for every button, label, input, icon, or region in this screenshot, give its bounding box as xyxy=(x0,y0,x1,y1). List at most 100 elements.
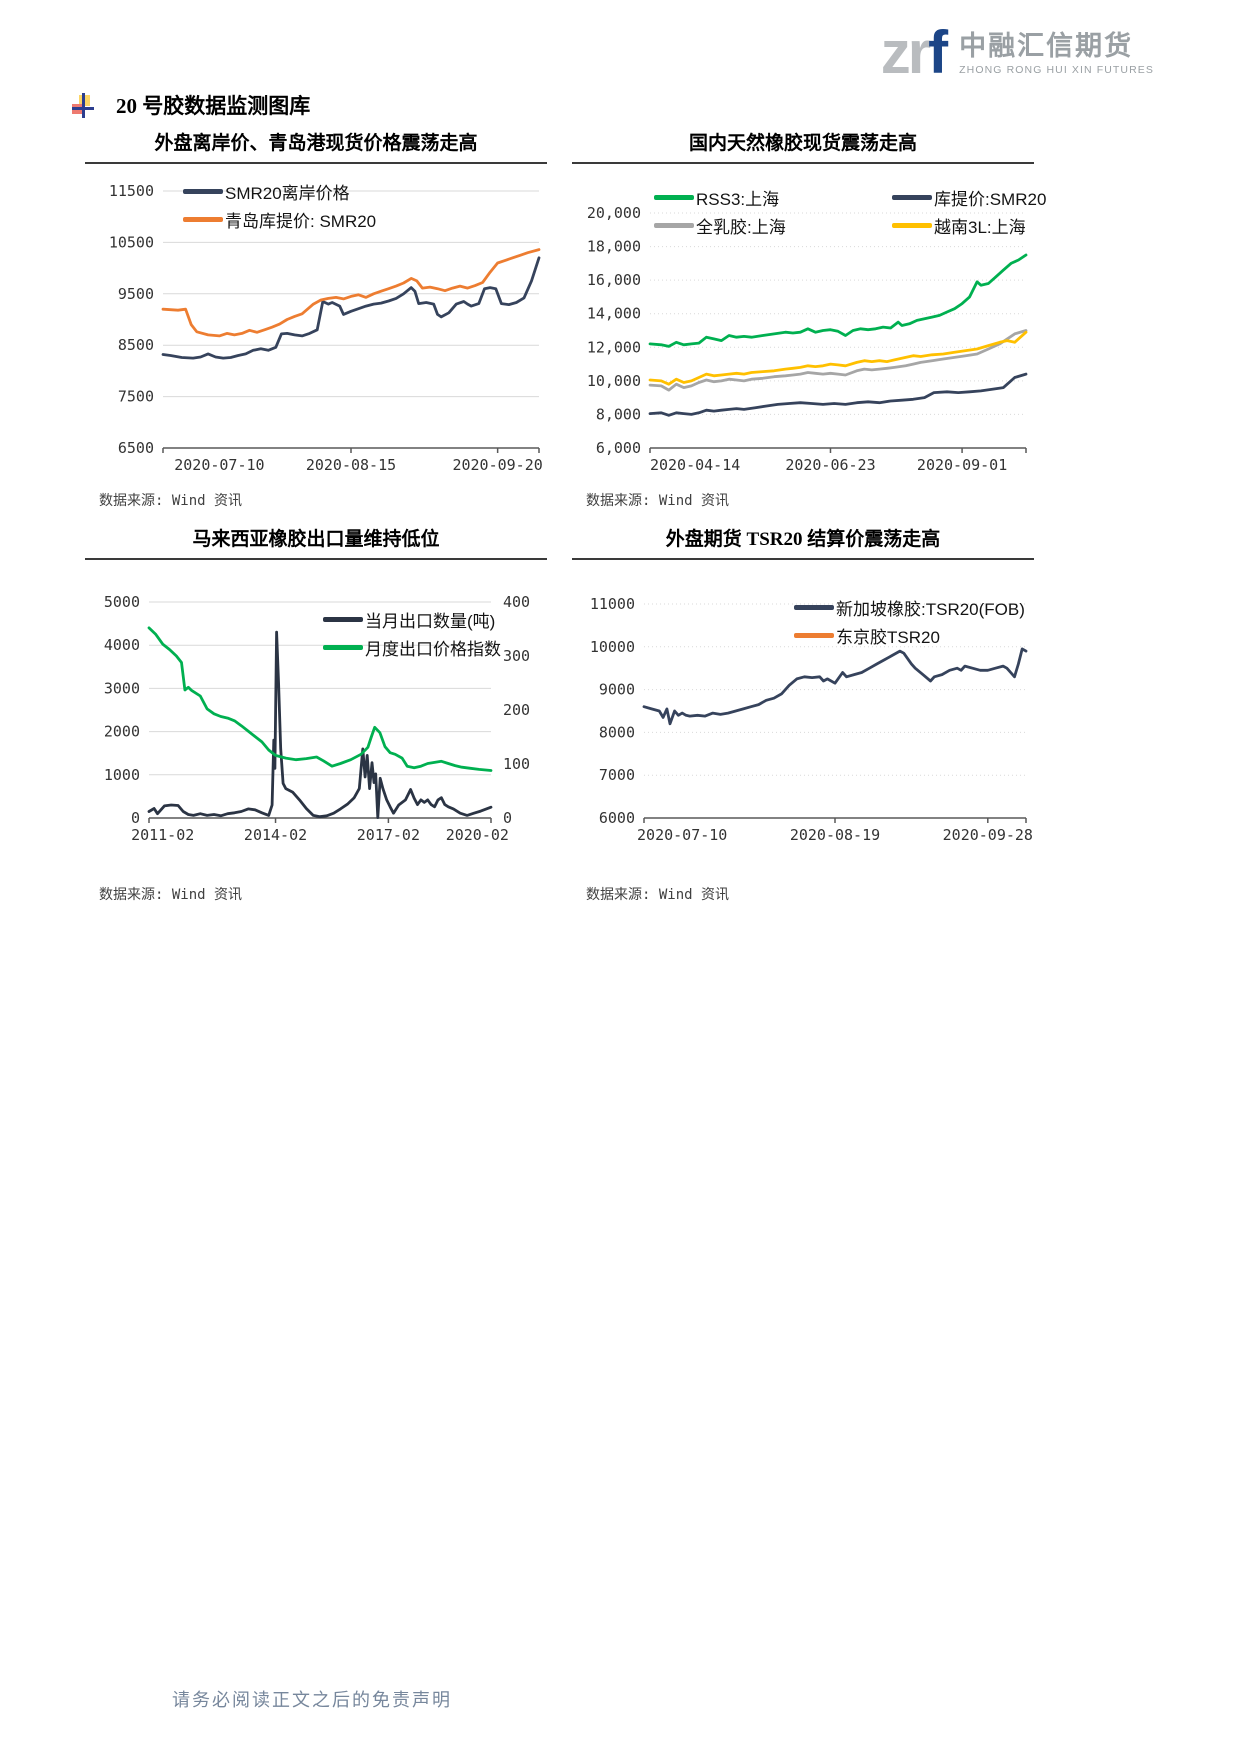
line-chart: 20,000 18,000 16,000 14,000 12,000 10,000 8,00… xyxy=(572,166,1047,476)
legend-label: SMR20离岸价格 xyxy=(225,184,350,203)
svg-text:6,000: 6,000 xyxy=(596,439,641,457)
footer-disclaimer: 请务必阅读正文之后的免责声明 xyxy=(172,1690,452,1710)
chart-legend: SMR20离岸价格青岛库提价: SMR20 xyxy=(183,180,376,231)
svg-text:7000: 7000 xyxy=(599,766,635,784)
chart-legend: RSS3:上海 库提价:SMR20 全乳胶:上海 越南3L:上海 xyxy=(654,186,1046,237)
legend-item: 新加坡橡胶:TSR20(FOB) xyxy=(794,596,1025,619)
svg-text:18,000: 18,000 xyxy=(587,238,641,256)
svg-text:10500: 10500 xyxy=(109,233,154,251)
legend-label: 越南3L:上海 xyxy=(934,218,1026,237)
legend-label: 东京胶TSR20 xyxy=(836,628,940,647)
legend-line-swatch-icon xyxy=(794,605,834,610)
svg-text:2014-02: 2014-02 xyxy=(244,826,307,844)
legend-item: 越南3L:上海 xyxy=(892,214,1046,237)
svg-text:8,000: 8,000 xyxy=(596,405,641,423)
chart-block-domestic-spot: 国内天然橡胶现货震荡走高 20,000 18,000 16,000 14,000 12,… xyxy=(572,128,1047,510)
svg-text:9000: 9000 xyxy=(599,681,635,699)
svg-text:14,000: 14,000 xyxy=(587,305,641,323)
legend-item: 库提价:SMR20 xyxy=(892,186,1046,209)
svg-text:8500: 8500 xyxy=(118,336,154,354)
legend-label: 全乳胶:上海 xyxy=(696,218,786,237)
svg-text:16,000: 16,000 xyxy=(587,271,641,289)
legend-line-swatch-icon xyxy=(892,195,932,200)
svg-text:200: 200 xyxy=(503,701,530,719)
svg-text:20,000: 20,000 xyxy=(587,204,641,222)
svg-text:8000: 8000 xyxy=(599,723,635,741)
chart-title: 外盘期货 TSR20 结算价震荡走高 xyxy=(665,529,941,550)
svg-text:2020-07-10: 2020-07-10 xyxy=(637,826,727,844)
svg-text:10,000: 10,000 xyxy=(587,372,641,390)
svg-text:5000: 5000 xyxy=(104,593,140,611)
chart-legend: 新加坡橡胶:TSR20(FOB) 东京胶TSR20 xyxy=(794,596,1025,647)
legend-label: 月度出口价格指数 xyxy=(365,640,501,659)
title-rule xyxy=(85,558,547,560)
chart-block-tsr20-futures: 外盘期货 TSR20 结算价震荡走高 11000 10000 9000 8000 700… xyxy=(572,524,1034,904)
source-label: 数据来源: Wind 资讯 xyxy=(586,493,730,509)
legend-line-swatch-icon xyxy=(183,189,223,194)
legend-label: RSS3:上海 xyxy=(696,190,780,209)
chart-title: 国内天然橡胶现货震荡走高 xyxy=(688,133,917,154)
chart-title: 马来西亚橡胶出口量维持低位 xyxy=(192,529,440,550)
legend-label: 新加坡橡胶:TSR20(FOB) xyxy=(836,600,1025,619)
svg-text:7500: 7500 xyxy=(118,388,154,406)
legend-line-swatch-icon xyxy=(654,223,694,228)
logo-text: 中融汇信期货 ZHONG RONG HUI XIN FUTURES xyxy=(959,31,1154,76)
legend-line-swatch-icon xyxy=(654,195,694,200)
svg-text:0: 0 xyxy=(131,809,140,827)
legend-item: 月度出口价格指数 xyxy=(323,636,501,659)
legend-item: 东京胶TSR20 xyxy=(794,624,1025,647)
source-label: 数据来源: Wind 资讯 xyxy=(99,887,243,903)
svg-text:9500: 9500 xyxy=(118,285,154,303)
legend-item: 全乳胶:上海 xyxy=(654,214,842,237)
company-name-cn: 中融汇信期货 xyxy=(959,30,1134,61)
legend-label: 当月出口数量(吨) xyxy=(365,612,496,631)
svg-text:0: 0 xyxy=(503,809,512,827)
chart-block-malaysia-export: 马来西亚橡胶出口量维持低位 5000 4000 3000 2000 1000 0 400 30… xyxy=(85,524,547,904)
legend-line-swatch-icon xyxy=(323,645,363,650)
title-rule xyxy=(85,162,547,164)
svg-text:4000: 4000 xyxy=(104,636,140,654)
svg-text:2020-07-10: 2020-07-10 xyxy=(174,456,264,474)
svg-text:2020-09-20: 2020-09-20 xyxy=(452,456,542,474)
line-chart: 11000 10000 9000 8000 7000 6000 2020-07-10 2020… xyxy=(572,562,1034,852)
source-label: 数据来源: Wind 资讯 xyxy=(99,493,243,509)
source-label: 数据来源: Wind 资讯 xyxy=(586,887,730,903)
section-bullet-icon xyxy=(72,92,94,118)
svg-text:11000: 11000 xyxy=(590,595,635,613)
svg-text:300: 300 xyxy=(503,647,530,665)
svg-text:1000: 1000 xyxy=(104,766,140,784)
svg-text:2017-02: 2017-02 xyxy=(357,826,420,844)
line-chart: 11500 10500 9500 8500 7500 6500 2020-07-10 2020… xyxy=(85,166,547,476)
chart-block-offshore-qingdao: 外盘离岸价、青岛港现货价格震荡走高 11500 10500 9500 8500 7500… xyxy=(85,128,547,510)
legend-label: 青岛库提价: SMR20 xyxy=(225,212,377,231)
svg-text:6500: 6500 xyxy=(118,439,154,457)
legend-label: 库提价:SMR20 xyxy=(934,190,1047,209)
chart-legend: 当月出口数量(吨) 月度出口价格指数 xyxy=(323,608,501,659)
chart-title: 外盘离岸价、青岛港现货价格震荡走高 xyxy=(154,133,478,154)
svg-text:100: 100 xyxy=(503,755,530,773)
svg-text:2020-09-01: 2020-09-01 xyxy=(917,456,1007,474)
legend-item: 当月出口数量(吨) xyxy=(323,608,501,631)
svg-text:12,000: 12,000 xyxy=(587,338,641,356)
svg-text:400: 400 xyxy=(503,593,530,611)
svg-text:2011-02: 2011-02 xyxy=(131,826,194,844)
legend-item: 青岛库提价: SMR20 xyxy=(183,208,376,231)
svg-text:6000: 6000 xyxy=(599,809,635,827)
svg-text:2000: 2000 xyxy=(104,723,140,741)
section-header: 20 号胶数据监测图库 xyxy=(72,90,310,120)
company-logo: zrf 中融汇信期货 ZHONG RONG HUI XIN FUTURES xyxy=(881,23,1154,83)
legend-line-swatch-icon xyxy=(323,617,363,622)
svg-text:2020-08-19: 2020-08-19 xyxy=(790,826,880,844)
svg-text:2020-09-28: 2020-09-28 xyxy=(943,826,1033,844)
legend-item: RSS3:上海 xyxy=(654,186,842,209)
line-chart: 5000 4000 3000 2000 1000 0 400 300 200 100 0 2011-0… xyxy=(85,562,547,852)
logo-zr-text: zr xyxy=(880,19,931,86)
svg-text:2020-08-15: 2020-08-15 xyxy=(306,456,396,474)
logo-mark: zrf xyxy=(881,23,948,83)
company-name-en: ZHONG RONG HUI XIN FUTURES xyxy=(959,63,1154,76)
title-rule xyxy=(572,558,1034,560)
legend-line-swatch-icon xyxy=(183,217,223,222)
svg-text:2020-06-23: 2020-06-23 xyxy=(785,456,875,474)
svg-text:11500: 11500 xyxy=(109,182,154,200)
